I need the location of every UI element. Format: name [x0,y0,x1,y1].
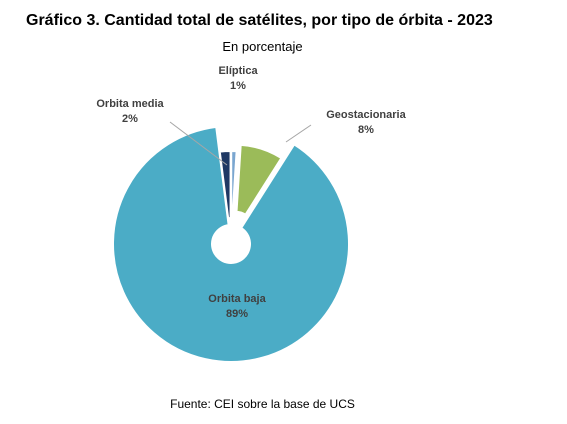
chart-subtitle: En porcentaje [222,39,303,54]
pie-slice-geostacionaria [235,143,283,217]
chart-source: Fuente: CEI sobre la base de UCS [170,397,355,411]
pie-slice-orbita-media [218,150,232,220]
slice-value-orbita-baja: 89% [226,308,248,320]
slice-value-eliptica: 1% [230,80,246,92]
chart-title: Gráfico 3. Cantidad total de satélites, … [26,12,493,29]
slice-label-eliptica: Elíptica [218,65,258,77]
pie-slice-orbita-baja [112,125,350,363]
slice-label-geostacionaria: Geostacionaria [326,109,406,121]
slice-label-orbita-baja: Orbita baja [208,293,266,305]
slice-value-geostacionaria: 8% [358,124,374,136]
leader-line [169,121,228,166]
slice-label-orbita-media: Orbita media [96,98,164,110]
slice-value-orbita-media: 2% [122,113,138,125]
leader-line [285,124,312,143]
